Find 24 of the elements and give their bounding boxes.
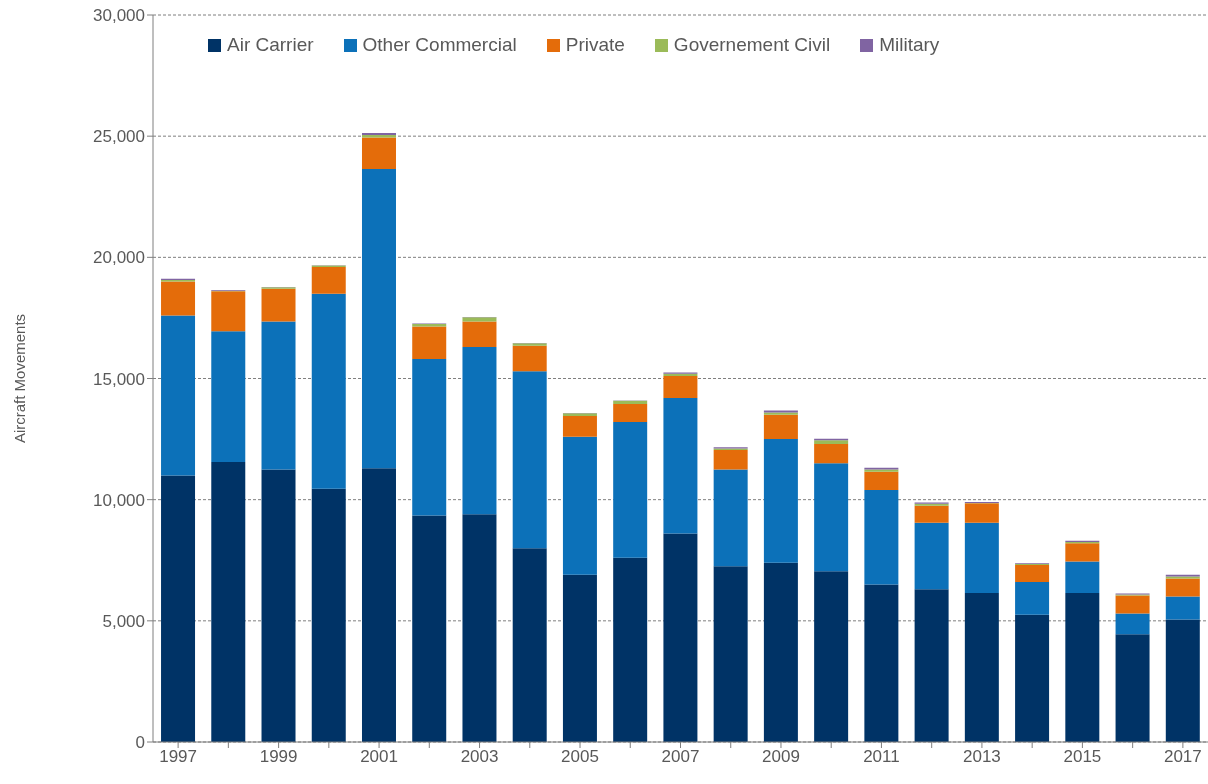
y-tick-label: 20,000 <box>93 248 145 268</box>
x-tick-label: 2017 <box>1163 747 1202 767</box>
x-tick-label: 2007 <box>661 747 700 767</box>
legend-label: Air Carrier <box>227 34 314 56</box>
x-tick-label: 2015 <box>1063 747 1102 767</box>
legend-label: Other Commercial <box>362 34 517 56</box>
y-tick-label: 10,000 <box>93 490 145 510</box>
x-tick-label: 2003 <box>460 747 499 767</box>
x-tick-label: 2009 <box>762 747 800 767</box>
y-axis-title: Aircraft Movements <box>11 313 29 444</box>
y-tick-label: 5,000 <box>102 611 145 631</box>
y-tick-label: 0 <box>135 733 145 753</box>
x-tick-label: 1997 <box>159 747 198 767</box>
x-tick-label: 2013 <box>963 747 1001 767</box>
y-tick-label: 25,000 <box>93 127 145 147</box>
legend-label: Governement Civil <box>673 34 831 56</box>
legend-label: Private <box>565 34 625 56</box>
y-tick-label: 15,000 <box>93 369 145 389</box>
x-tick-label: 2001 <box>360 747 398 767</box>
y-tick-label: 30,000 <box>93 6 145 26</box>
legend-label: Military <box>879 34 940 56</box>
x-tick-label: 2005 <box>561 747 599 767</box>
x-tick-label: 1999 <box>259 747 298 767</box>
x-tick-label: 2011 <box>863 747 900 767</box>
